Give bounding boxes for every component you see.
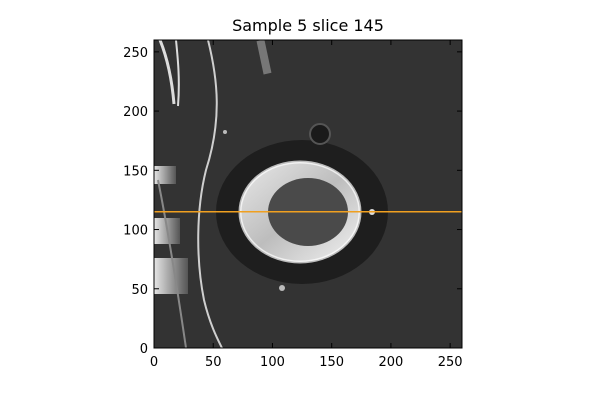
x-tick-label-50: 50 — [205, 355, 222, 370]
small-dark-blob — [309, 123, 331, 145]
edge-curve-2 — [175, 40, 180, 107]
plot-title: Sample 5 slice 145 — [232, 16, 384, 35]
y-tick-label-0: 0 — [140, 342, 148, 357]
left-structures — [154, 40, 272, 348]
top-rod — [256, 40, 272, 75]
y-tick-label-200: 200 — [123, 105, 148, 120]
x-tick-label-250: 250 — [438, 355, 463, 370]
y-tick-label-150: 150 — [123, 164, 148, 179]
x-axis-ticks: 0 50 100 150 200 250 — [150, 40, 463, 370]
x-tick-label-0: 0 — [150, 355, 158, 370]
speck-3 — [279, 285, 285, 291]
y-tick-label-50: 50 — [131, 283, 148, 298]
ct-image — [154, 40, 462, 348]
stripe-1 — [154, 166, 176, 184]
faint-line — [157, 179, 187, 348]
curved-line — [197, 40, 223, 348]
stripe-3 — [154, 258, 188, 294]
axes-frame — [153, 39, 463, 349]
x-tick-label-200: 200 — [379, 355, 404, 370]
x-tick-label-150: 150 — [319, 355, 344, 370]
edge-curve-1 — [158, 40, 176, 105]
speck-1 — [223, 130, 227, 134]
y-axis-ticks: 0 50 100 150 200 250 — [123, 46, 462, 357]
x-tick-label-100: 100 — [260, 355, 285, 370]
y-tick-label-250: 250 — [123, 46, 148, 61]
y-tick-label-100: 100 — [123, 224, 148, 239]
